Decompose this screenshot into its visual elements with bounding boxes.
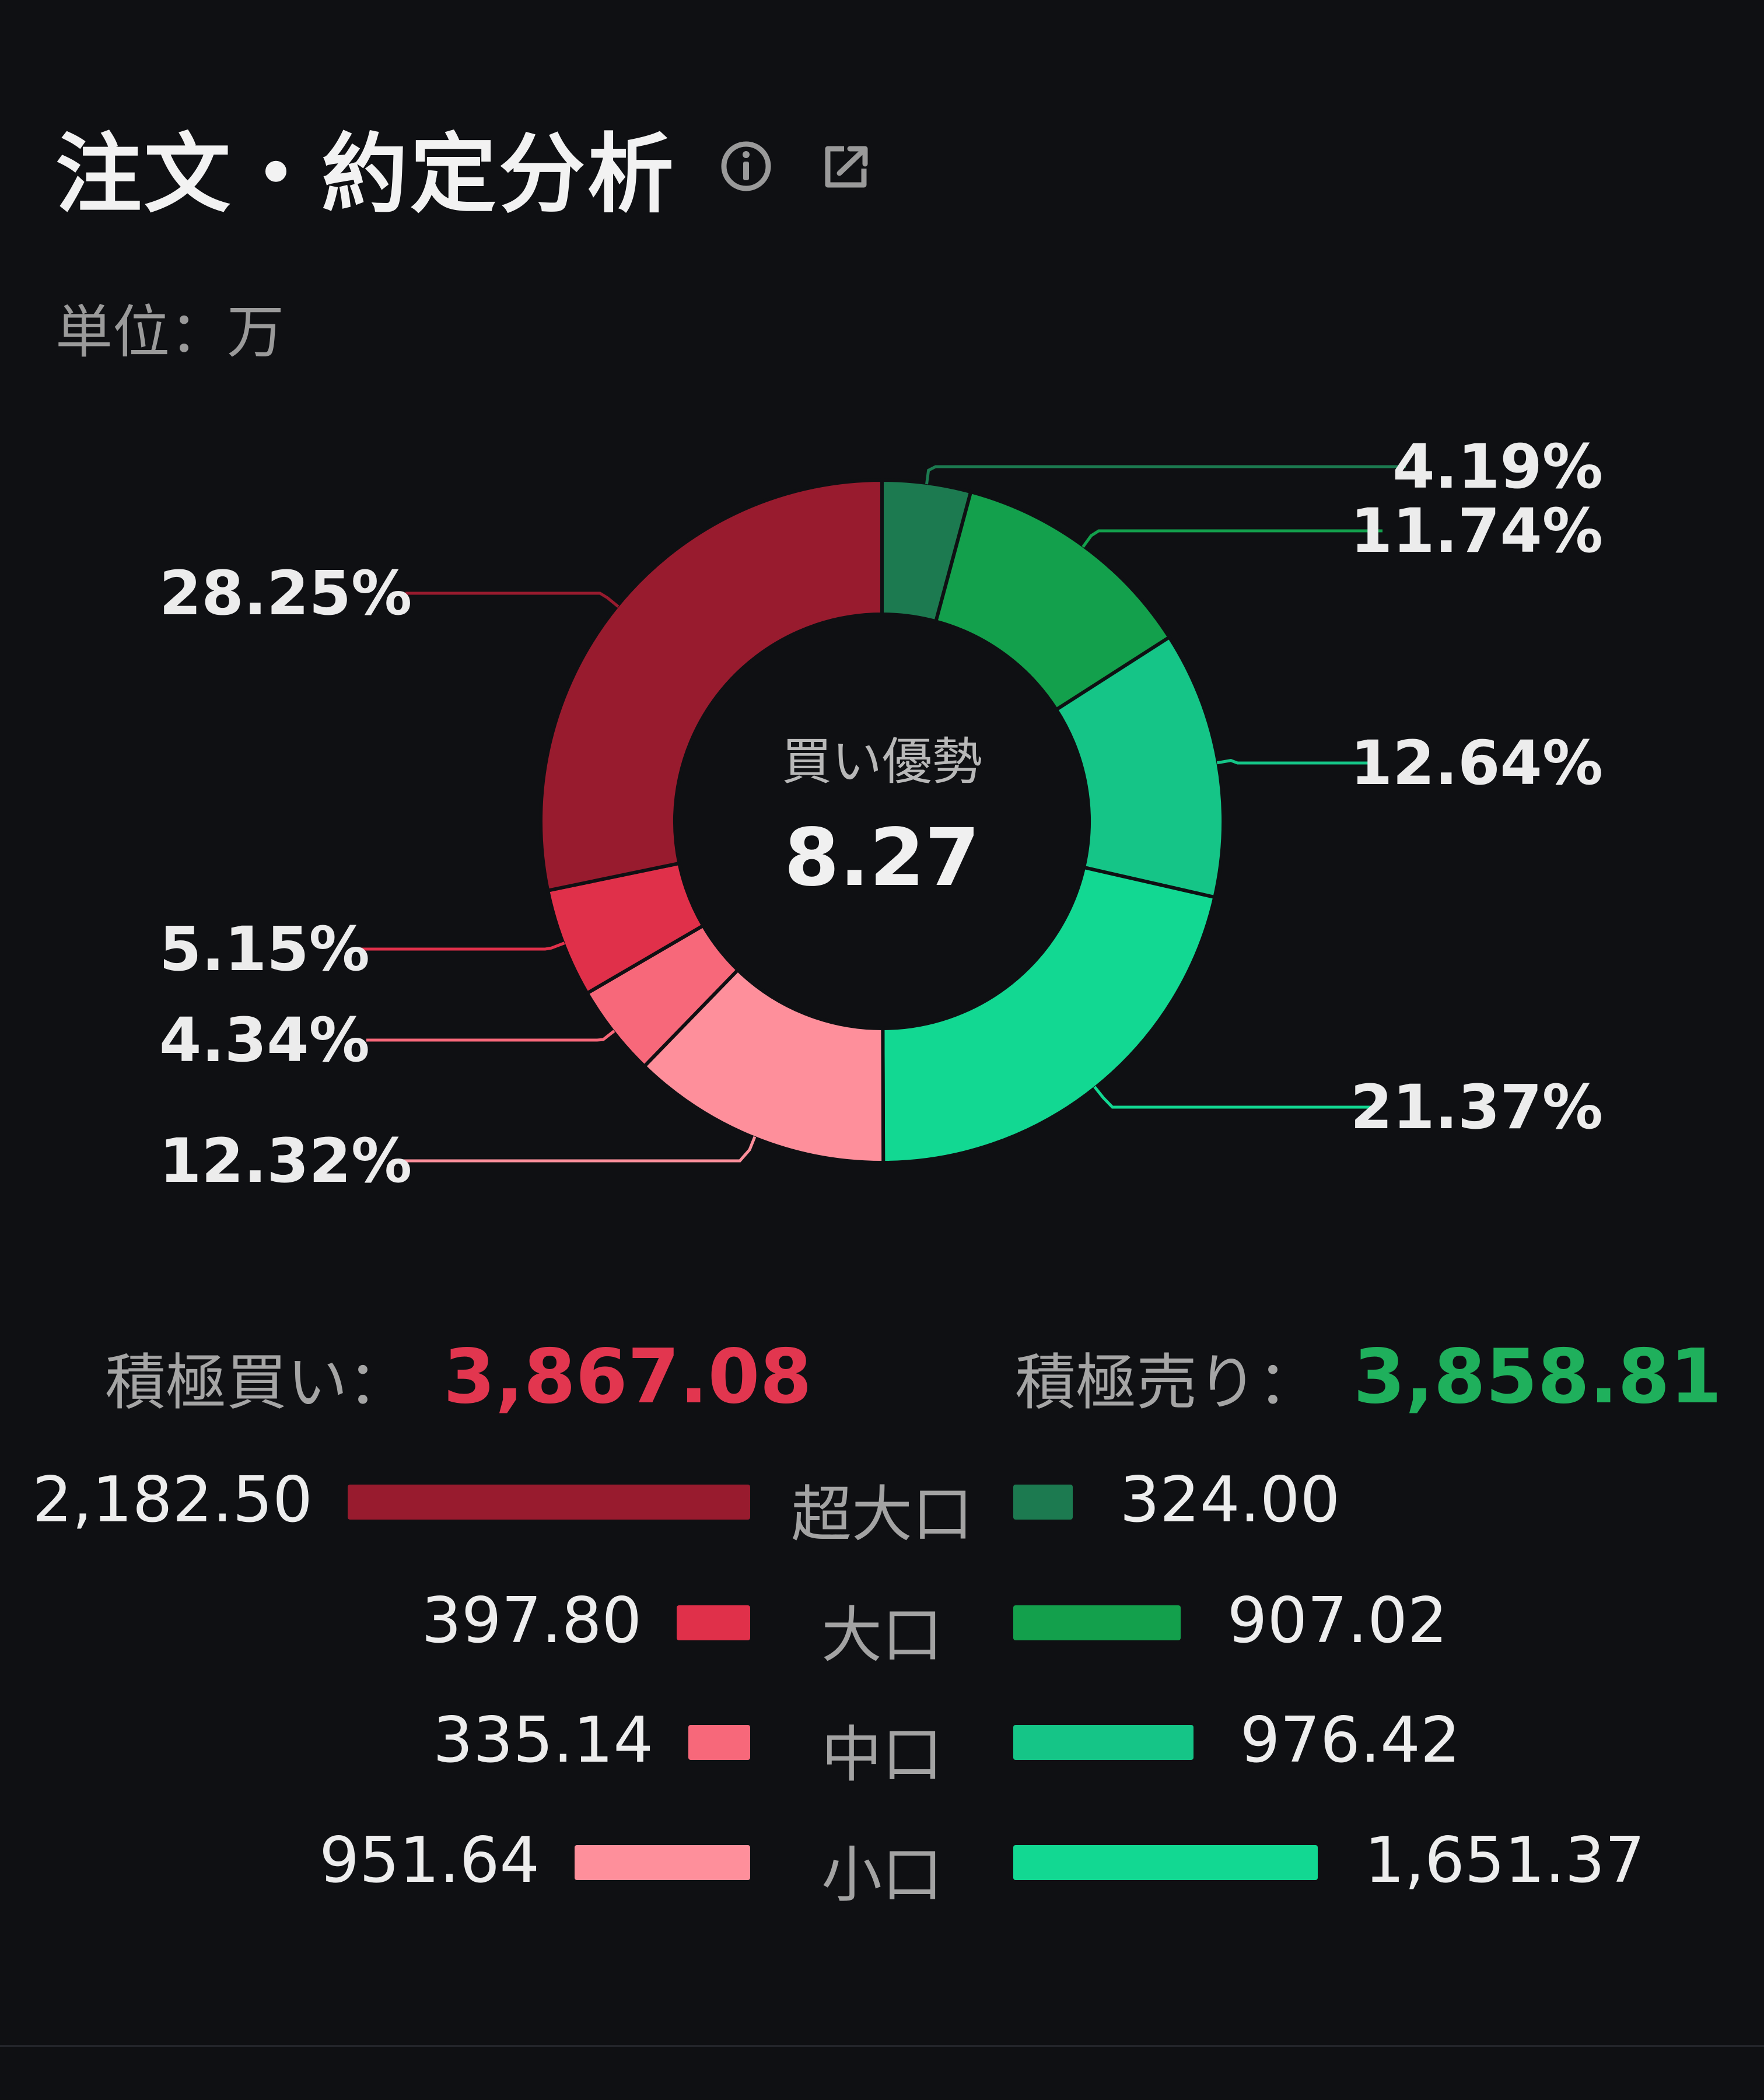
donut-slice <box>881 865 1217 1165</box>
active-buy-summary: 積極買い： 3,867.08 <box>105 1333 812 1420</box>
sell-bar <box>1013 1725 1194 1760</box>
sell-bar <box>1013 1485 1073 1520</box>
unit-label: 単位：万 <box>55 299 285 366</box>
buy-bar <box>348 1485 750 1520</box>
sell-amount: 907.02 <box>1227 1584 1448 1657</box>
buy-bar <box>688 1725 750 1760</box>
leader-line <box>366 1030 615 1042</box>
slice-label: 5.15% <box>159 914 370 985</box>
leader-line <box>1093 1086 1371 1109</box>
header: 注文・約定分析 <box>55 120 874 225</box>
center-value: 8.27 <box>784 812 980 904</box>
leader-line <box>405 592 620 608</box>
leader-line <box>925 465 1406 485</box>
donut-slices <box>539 478 1225 1165</box>
active-sell-label: 積極売り： <box>1015 1346 1319 1418</box>
slice-label: 28.25% <box>159 558 412 629</box>
buy-amount: 397.80 <box>421 1584 642 1657</box>
share-icon[interactable] <box>816 137 874 195</box>
leader-lines <box>356 465 1406 1163</box>
sell-bar <box>1013 1845 1318 1880</box>
sell-bar <box>1013 1605 1181 1640</box>
leader-line <box>1082 529 1382 548</box>
slice-label: 4.34% <box>159 1005 370 1076</box>
active-buy-value: 3,867.08 <box>443 1333 812 1420</box>
divider <box>0 2045 1764 2047</box>
slice-labels: 4.19%11.74% 12.64% 21.37% 12.32% 4.34% 5.15% 2… <box>159 431 1603 1196</box>
center-label: 買い優勢 <box>782 733 982 791</box>
slice-label: 12.64% <box>1350 727 1603 799</box>
slice-label: 21.37% <box>1350 1072 1603 1143</box>
leader-line <box>356 942 565 951</box>
buy-amount: 951.64 <box>319 1824 540 1897</box>
sell-amount: 1,651.37 <box>1364 1824 1646 1897</box>
page-title: 注文・約定分析 <box>55 124 676 225</box>
info-icon[interactable] <box>717 137 775 195</box>
buy-amount: 335.14 <box>433 1704 654 1777</box>
category-label: 中口 <box>821 1719 943 1790</box>
active-sell-summary: 積極売り： 3,858.81 <box>1015 1333 1722 1420</box>
slice-label: 4.19% <box>1392 431 1603 502</box>
active-buy-label: 積極買い： <box>105 1346 409 1418</box>
slice-label: 12.32% <box>159 1125 412 1196</box>
leader-line <box>1216 759 1368 765</box>
sell-amount: 976.42 <box>1240 1704 1461 1777</box>
leader-line <box>392 1136 757 1163</box>
category-label: 小口 <box>821 1839 943 1910</box>
category-label: 超大口 <box>790 1479 973 1550</box>
donut-slice <box>539 478 884 893</box>
donut-slice <box>1054 635 1225 900</box>
buy-amount: 2,182.50 <box>32 1464 313 1536</box>
category-label: 大口 <box>821 1600 943 1671</box>
buy-bar <box>677 1605 750 1640</box>
sell-amount: 324.00 <box>1119 1464 1340 1536</box>
donut-slice <box>933 489 1172 712</box>
slice-label: 11.74% <box>1350 495 1603 566</box>
active-sell-value: 3,858.81 <box>1353 1333 1722 1420</box>
donut-slice <box>642 967 886 1165</box>
buy-bar <box>575 1845 750 1880</box>
donut-chart: 4.19%11.74% 12.64% 21.37% 12.32% 4.34% 5.15% 2… <box>159 431 1603 1196</box>
